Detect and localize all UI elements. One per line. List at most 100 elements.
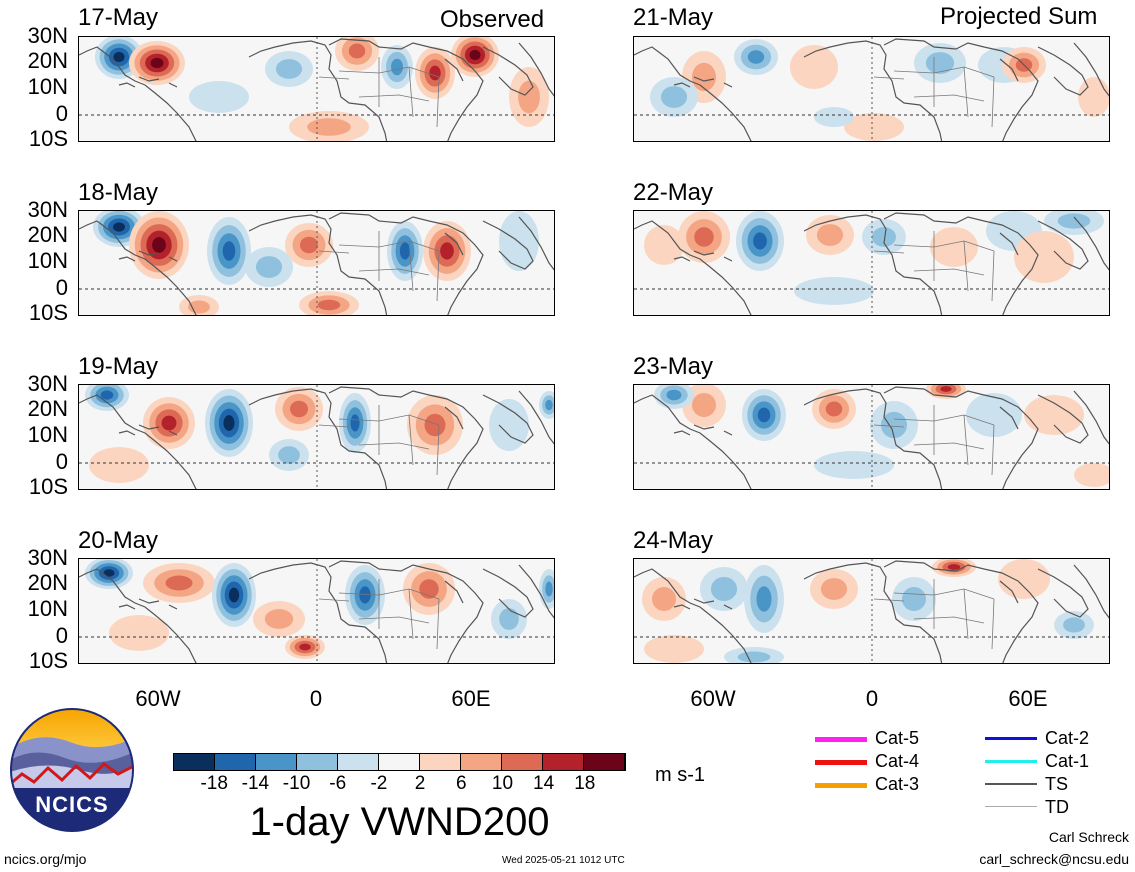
southerly-anomaly-contour bbox=[165, 575, 193, 591]
southerly-anomaly-contour bbox=[150, 57, 164, 69]
northerly-anomaly-contour bbox=[794, 277, 874, 305]
northerly-anomaly-contour bbox=[747, 50, 765, 64]
colorbar-swatch bbox=[584, 754, 625, 770]
observed-title: Observed bbox=[440, 6, 545, 33]
southerly-anomaly-contour bbox=[424, 413, 446, 437]
country-borders bbox=[873, 231, 995, 302]
coastline bbox=[79, 386, 554, 489]
colorbar-tick-label: -6 bbox=[329, 773, 347, 794]
northerly-anomaly-contour bbox=[499, 211, 539, 271]
northerly-anomaly-contour bbox=[113, 51, 125, 63]
legend-line-cat-1 bbox=[985, 760, 1037, 763]
legend-label: TD bbox=[1045, 797, 1069, 817]
southerly-anomaly-contour bbox=[1074, 463, 1109, 487]
projected-map-panel bbox=[633, 36, 1110, 142]
southerly-anomaly-contour bbox=[89, 447, 149, 483]
southerly-anomaly-contour bbox=[440, 242, 454, 260]
lon-label-0: 0 bbox=[865, 686, 879, 711]
footer-timestamp: Wed 2025-05-21 1012 UTC bbox=[502, 855, 625, 866]
lat-label: 20N bbox=[27, 222, 68, 247]
southerly-anomaly-contour bbox=[790, 45, 838, 89]
ncics-logo: NCICS bbox=[10, 708, 134, 832]
observed-map-panel bbox=[78, 384, 555, 490]
northerly-anomaly-contour bbox=[359, 586, 371, 604]
northerly-anomaly-contour bbox=[814, 107, 854, 127]
anomaly-field bbox=[634, 385, 1109, 489]
northerly-anomaly-contour bbox=[103, 569, 115, 577]
southerly-anomaly-contour bbox=[1024, 395, 1084, 435]
southerly-anomaly-contour bbox=[644, 635, 704, 663]
northerly-anomaly-contour bbox=[391, 58, 403, 76]
legend-label: Cat-3 bbox=[875, 774, 920, 794]
northerly-anomaly-contour bbox=[275, 59, 303, 79]
anomaly-field bbox=[79, 37, 554, 141]
colorbar-swatch bbox=[256, 754, 297, 770]
southerly-anomaly-contour bbox=[844, 113, 904, 141]
lat-label: 10N bbox=[27, 422, 68, 447]
legend-label: Cat-4 bbox=[875, 751, 920, 771]
colorbar-tick-label: -14 bbox=[241, 773, 270, 794]
southerly-anomaly-contour bbox=[469, 49, 481, 61]
footer-url[interactable]: ncics.org/mjo bbox=[4, 851, 87, 867]
southerly-anomaly-contour bbox=[940, 386, 952, 392]
lat-label: 0 bbox=[55, 449, 68, 474]
southerly-anomaly-contour bbox=[317, 299, 341, 311]
footer-email[interactable]: carl_schreck@ncsu.edu bbox=[979, 851, 1129, 867]
lat-label: 10S bbox=[28, 126, 68, 151]
northerly-anomaly-contour bbox=[814, 451, 894, 479]
country-borders bbox=[873, 57, 995, 128]
colorbar-swatch bbox=[502, 754, 543, 770]
lat-label: 30N bbox=[27, 371, 68, 396]
country-borders bbox=[873, 579, 995, 650]
lat-label: 10S bbox=[28, 300, 68, 325]
lon-label-0: 0 bbox=[309, 686, 323, 711]
country-borders bbox=[318, 405, 440, 476]
footer-author: Carl Schreck bbox=[1048, 829, 1129, 845]
colorbar-units: m s-1 bbox=[655, 764, 705, 786]
legend-line-td bbox=[985, 806, 1037, 807]
northerly-anomaly-contour bbox=[100, 390, 114, 400]
anomaly-field bbox=[79, 385, 554, 489]
northerly-anomaly-contour bbox=[189, 81, 249, 113]
colorbar-tick-label: -18 bbox=[200, 773, 228, 794]
colorbar-swatch bbox=[338, 754, 379, 770]
panel-date-label: 24-May bbox=[633, 527, 714, 554]
country-borders bbox=[318, 579, 440, 650]
northerly-anomaly-contour bbox=[660, 86, 688, 108]
projected-map-panel bbox=[633, 558, 1110, 664]
lat-label: 30N bbox=[27, 23, 68, 48]
lon-label-60w: 60W bbox=[135, 686, 181, 711]
projected-map-panel bbox=[633, 384, 1110, 490]
panel-date-label: 22-May bbox=[633, 179, 714, 206]
northerly-anomaly-contour bbox=[1057, 213, 1091, 229]
colorbar-tick-label: 18 bbox=[574, 773, 596, 794]
southerly-anomaly-contour bbox=[1078, 77, 1109, 117]
northerly-anomaly-contour bbox=[756, 586, 772, 612]
northerly-anomaly-contour bbox=[757, 407, 771, 423]
northerly-anomaly-contour bbox=[710, 577, 738, 601]
lat-label: 20N bbox=[27, 570, 68, 595]
anomaly-field bbox=[634, 211, 1109, 315]
colorbar-tick-label: 6 bbox=[455, 773, 467, 794]
southerly-anomaly-contour bbox=[299, 643, 311, 651]
southerly-anomaly-contour bbox=[930, 227, 978, 267]
panel-date-label: 19-May bbox=[78, 353, 159, 380]
southerly-anomaly-contour bbox=[109, 615, 169, 651]
colorbar-tick-label: 10 bbox=[491, 773, 514, 794]
northerly-anomaly-contour bbox=[545, 581, 553, 597]
legend-line-cat-3 bbox=[815, 783, 867, 788]
legend-line-ts bbox=[985, 783, 1037, 785]
logo-text: NCICS bbox=[35, 792, 109, 817]
colorbar-swatch bbox=[174, 754, 215, 770]
colorbar-swatch bbox=[215, 754, 256, 770]
panel-date-label: 20-May bbox=[78, 527, 159, 554]
lon-label-60w: 60W bbox=[690, 686, 736, 711]
northerly-anomaly-contour bbox=[902, 587, 926, 611]
coastline bbox=[79, 38, 554, 141]
legend-label: Cat-1 bbox=[1045, 751, 1090, 771]
legend-label: TS bbox=[1045, 774, 1069, 794]
northerly-anomaly-contour bbox=[255, 256, 283, 278]
colorbar-swatch bbox=[543, 754, 584, 770]
northerly-anomaly-contour bbox=[872, 227, 896, 247]
anomaly-field bbox=[79, 211, 554, 315]
